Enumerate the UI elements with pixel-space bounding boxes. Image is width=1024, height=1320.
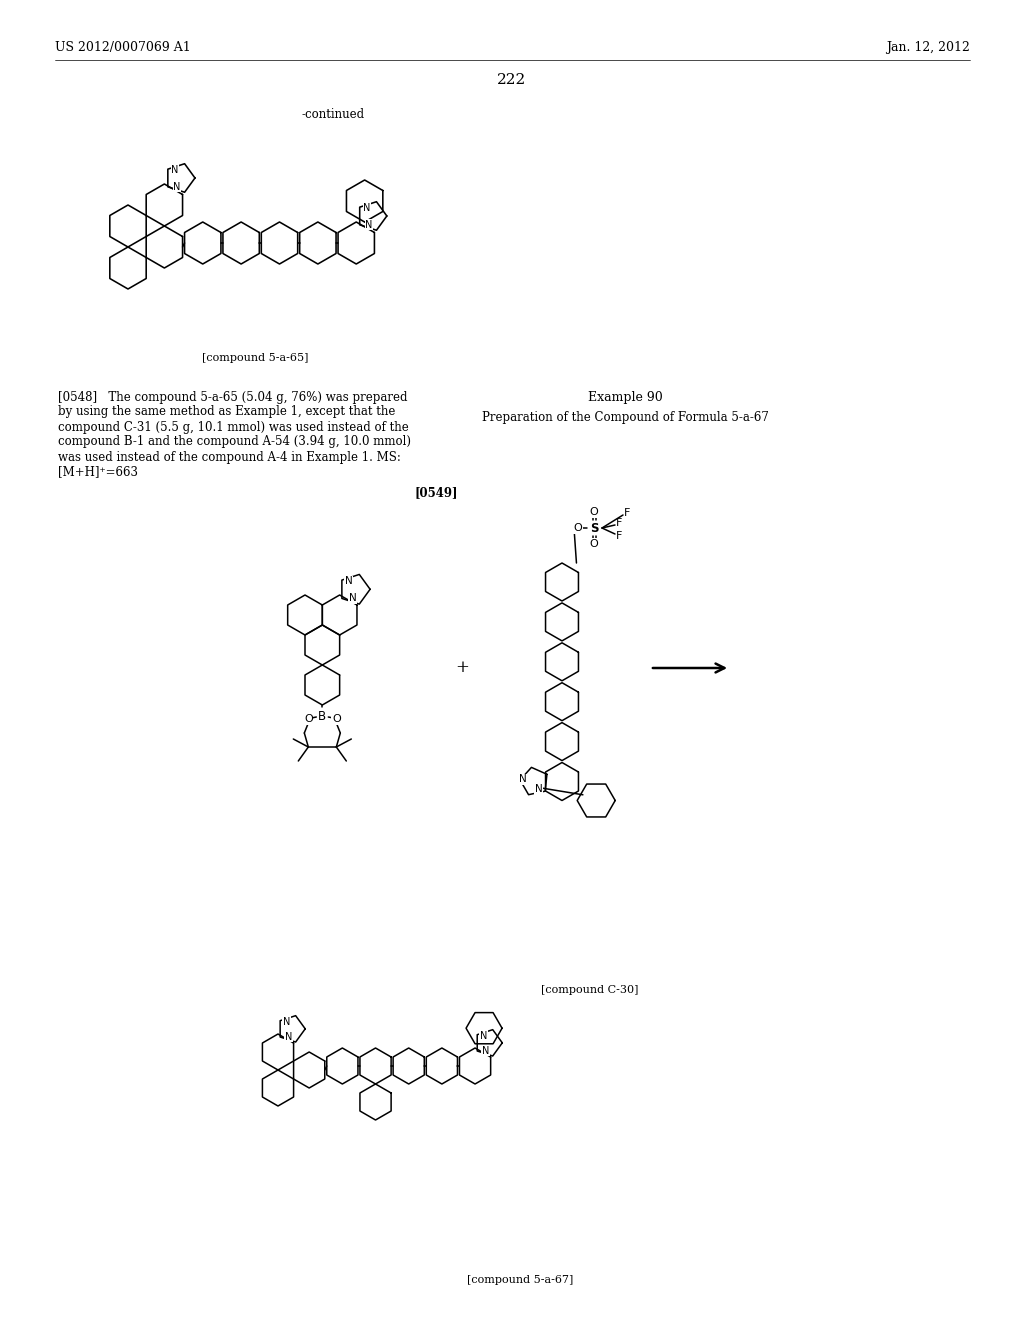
Text: N: N [283, 1016, 290, 1027]
Text: O: O [590, 539, 598, 549]
Text: N: N [345, 577, 352, 586]
Text: F: F [616, 517, 623, 528]
Text: N: N [173, 182, 180, 191]
Text: F: F [624, 508, 631, 517]
Text: O: O [304, 714, 312, 723]
Text: [0549]: [0549] [415, 487, 459, 499]
Text: 222: 222 [498, 73, 526, 87]
Text: N: N [171, 165, 178, 176]
Text: compound C-31 (5.5 g, 10.1 mmol) was used instead of the: compound C-31 (5.5 g, 10.1 mmol) was use… [58, 421, 409, 433]
Text: N: N [364, 203, 371, 213]
Text: US 2012/0007069 A1: US 2012/0007069 A1 [55, 41, 190, 54]
Text: O: O [590, 507, 598, 517]
Text: N: N [285, 1032, 292, 1041]
Text: N: N [348, 593, 356, 603]
Text: -continued: -continued [302, 108, 366, 121]
Text: N: N [518, 775, 526, 784]
Text: [compound C-30]: [compound C-30] [542, 985, 639, 995]
Text: Preparation of the Compound of Formula 5-a-67: Preparation of the Compound of Formula 5… [481, 412, 768, 425]
Text: compound B-1 and the compound A-54 (3.94 g, 10.0 mmol): compound B-1 and the compound A-54 (3.94… [58, 436, 411, 449]
Text: N: N [535, 784, 543, 795]
Text: N: N [366, 220, 373, 230]
Text: [compound 5-a-67]: [compound 5-a-67] [467, 1275, 573, 1284]
Text: N: N [479, 1031, 487, 1041]
Text: Jan. 12, 2012: Jan. 12, 2012 [886, 41, 970, 54]
Text: [M+H]⁺=663: [M+H]⁺=663 [58, 466, 138, 479]
Text: [compound 5-a-65]: [compound 5-a-65] [202, 352, 308, 363]
Text: O: O [573, 523, 583, 533]
Text: S: S [590, 521, 598, 535]
Text: [0548]   The compound 5-a-65 (5.04 g, 76%) was prepared: [0548] The compound 5-a-65 (5.04 g, 76%)… [58, 391, 408, 404]
Text: by using the same method as Example 1, except that the: by using the same method as Example 1, e… [58, 405, 395, 418]
Text: F: F [616, 531, 623, 541]
Text: Example 90: Example 90 [588, 391, 663, 404]
Text: N: N [481, 1045, 489, 1056]
Text: B: B [318, 710, 327, 723]
Text: +: + [455, 660, 469, 676]
Text: O: O [332, 714, 341, 723]
Text: was used instead of the compound A-4 in Example 1. MS:: was used instead of the compound A-4 in … [58, 450, 400, 463]
